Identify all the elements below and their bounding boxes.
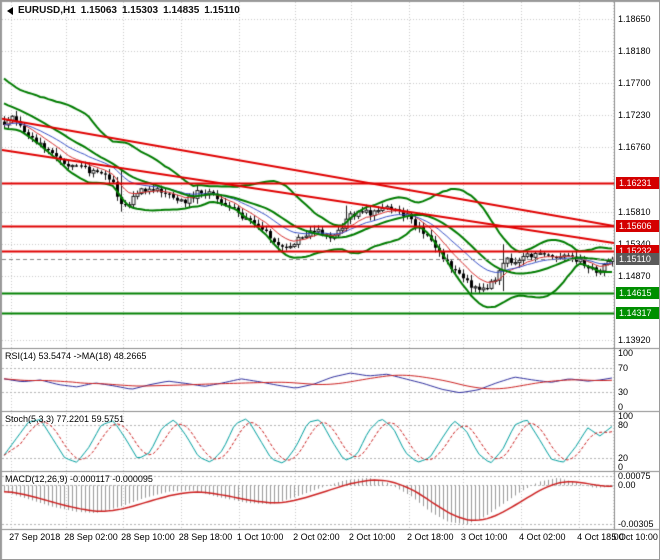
symbol-title: EURUSD,H1	[18, 5, 76, 16]
time-axis-label: 4 Oct 18:00	[577, 532, 624, 542]
time-axis-label: 28 Sep 02:00	[64, 532, 118, 542]
chart-header: EURUSD,H1 1.15063 1.15303 1.14835 1.1511…	[7, 5, 240, 16]
price-level-badge-support: 1.14317	[616, 307, 659, 320]
price-axis-label: 1.14870	[618, 270, 651, 281]
time-axis-label: 2 Oct 02:00	[293, 532, 340, 542]
macd-indicator-title: MACD(12,26,9) -0.000117 -0.000095	[5, 474, 153, 484]
ohlc-low: 1.14835	[163, 5, 200, 16]
stoch-indicator-title: Stoch(5,3,3) 77.2201 59.5751	[5, 414, 125, 424]
price-axis-label: 1.18180	[618, 45, 651, 56]
price-axis-label: 1.18650	[618, 13, 651, 24]
time-axis-label: 27 Sep 2018	[9, 532, 61, 542]
rsi-axis-label: 70	[618, 363, 629, 374]
macd-axis-label: 0.00075	[618, 471, 651, 481]
time-axis-label: 28 Sep 18:00	[178, 532, 233, 542]
time-axis-label: 2 Oct 10:00	[348, 532, 396, 542]
ohlc-open: 1.15063	[80, 5, 117, 16]
price-level-badge-resistance: 1.16231	[616, 177, 659, 190]
rsi-axis-label: 0	[618, 402, 624, 412]
ohlc-high: 1.15303	[121, 5, 159, 16]
ohlc-close: 1.15110	[204, 5, 240, 16]
time-axis-label: 28 Sep 10:00	[121, 532, 175, 542]
macd-axis-label: 0.00	[618, 480, 636, 491]
macd-axis-label: -0.00305	[618, 518, 654, 529]
price-level-badge-support: 1.14615	[616, 286, 659, 299]
price-level-badge-resistance: 1.15606	[616, 219, 659, 232]
price-axis-label: 1.17230	[618, 110, 651, 121]
stoch-axis-label: 100	[618, 411, 634, 421]
symbol-icon	[7, 6, 13, 15]
time-axis-label: 2 Oct 18:00	[406, 532, 454, 542]
price-axis-label: 1.17700	[618, 78, 651, 89]
rsi-indicator-title: RSI(14) 53.5474 ->MA(18) 48.2665	[5, 351, 147, 361]
price-axis-label: 1.16760	[618, 142, 651, 153]
price-axis-label: 1.13920	[618, 334, 651, 345]
stoch-axis-label: 20	[618, 453, 629, 463]
price-axis-label: 1.15340	[618, 238, 651, 249]
time-axis-label: 5 Oct 10:00	[611, 532, 658, 542]
rsi-axis-label: 30	[618, 386, 629, 397]
price-axis-label: 1.15810	[618, 206, 651, 217]
stoch-axis-label: 80	[618, 420, 629, 430]
rsi-axis-label: 100	[618, 348, 634, 358]
stoch-axis-label: 0	[618, 462, 624, 472]
time-axis-label: 3 Oct 10:00	[460, 532, 508, 542]
time-axis-label: 1 Oct 10:00	[236, 532, 284, 542]
price-level-badge-bid: 1.15110	[616, 253, 659, 266]
time-axis-label: 4 Oct 02:00	[518, 532, 566, 542]
